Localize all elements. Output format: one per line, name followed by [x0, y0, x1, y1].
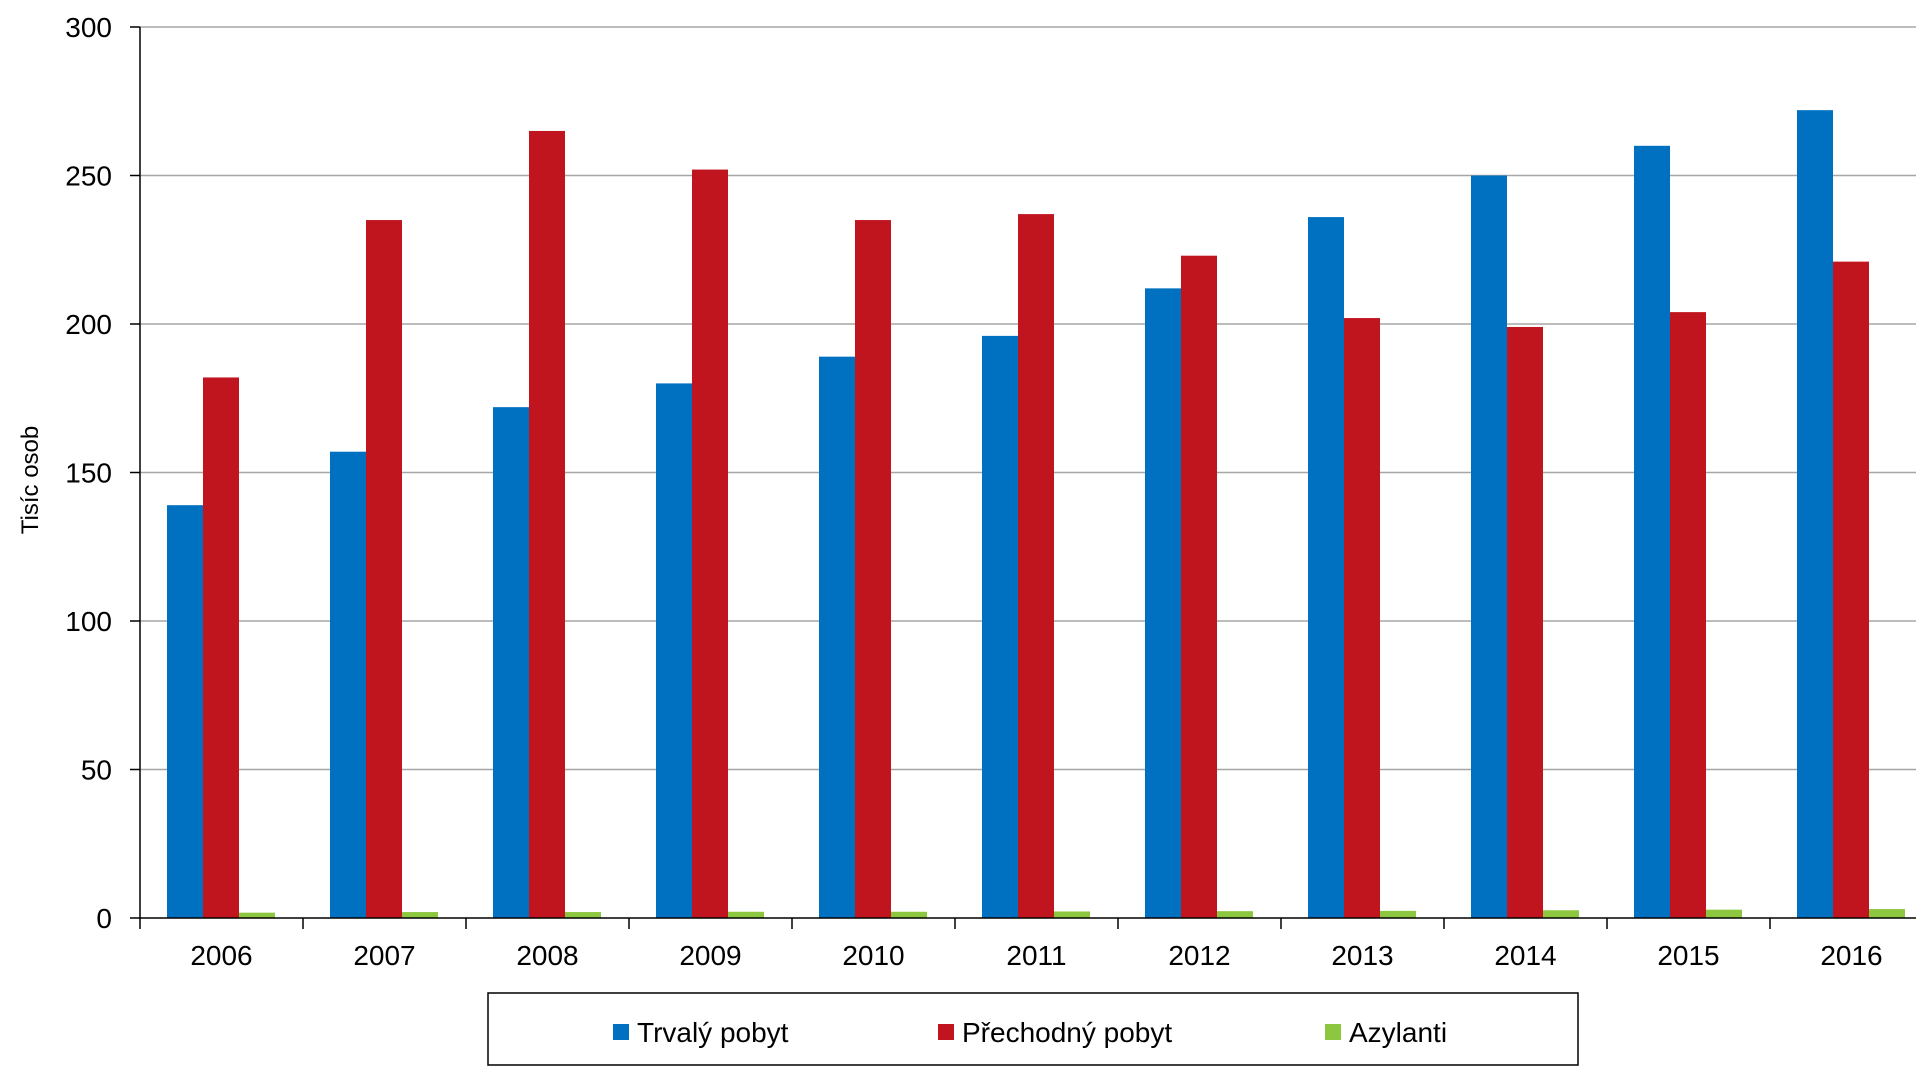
x-tick-labels: 2006 2007 2008 2009 2010 2011 2012 2013 2014 2015… [190, 940, 1882, 971]
bar-2016-2 [1869, 909, 1905, 918]
x-tick-label: 2011 [1006, 940, 1066, 971]
x-tick-label: 2006 [190, 940, 252, 971]
bar-2011-0 [982, 335, 1018, 918]
bar-2008-1 [529, 130, 565, 918]
x-tick-label: 2009 [679, 940, 741, 971]
bar-2014-0 [1471, 175, 1507, 918]
y-tick-label: 200 [65, 309, 112, 340]
bar-2010-1 [855, 220, 891, 919]
x-tick-label: 2007 [353, 940, 415, 971]
bar-2013-0 [1308, 217, 1344, 918]
x-tick-label: 2013 [1331, 940, 1393, 971]
bar-2009-1 [692, 169, 728, 918]
bars [167, 110, 1905, 919]
bar-2014-2 [1543, 910, 1579, 918]
bar-2006-1 [203, 377, 239, 919]
bar-2016-0 [1797, 110, 1833, 918]
y-tick-label: 50 [81, 755, 112, 786]
bar-2007-2 [402, 912, 438, 918]
x-tick-label: 2010 [842, 940, 904, 971]
bar-2013-2 [1380, 910, 1416, 918]
x-tick-label: 2014 [1494, 940, 1556, 971]
bar-2010-0 [819, 356, 855, 918]
legend-swatch-2 [1325, 1024, 1341, 1040]
bar-2006-2 [239, 912, 275, 918]
bar-2008-2 [565, 912, 601, 918]
bar-2008-0 [493, 407, 529, 918]
bar-2007-0 [330, 451, 366, 918]
legend-box [487, 992, 1579, 1066]
x-tick-label: 2008 [516, 940, 578, 971]
bar-2010-2 [891, 911, 927, 918]
legend-label-1: Přechodný pobyt [962, 1017, 1172, 1048]
bar-2006-0 [167, 505, 203, 918]
bar-2014-1 [1507, 326, 1543, 919]
bar-2012-0 [1145, 288, 1181, 918]
bar-2015-0 [1634, 145, 1670, 919]
bar-2009-0 [656, 383, 692, 918]
legend-label-2: Azylanti [1349, 1017, 1447, 1048]
y-tick-label: 0 [96, 903, 112, 934]
y-tick-label: 300 [65, 12, 112, 43]
x-tick-label: 2016 [1820, 940, 1882, 971]
bar-2012-2 [1217, 911, 1253, 918]
bar-2012-1 [1181, 255, 1217, 918]
axes [139, 27, 1916, 929]
bar-2016-1 [1833, 261, 1869, 918]
bar-2007-1 [366, 220, 402, 919]
y-axis-title: Tisíc osob [17, 426, 44, 534]
bar-2011-1 [1018, 214, 1054, 919]
y-tick-label: 150 [65, 458, 112, 489]
legend-swatch-0 [613, 1024, 629, 1040]
y-tick-labels: 0 50 100 150 200 250 300 [65, 12, 112, 934]
legend-label-0: Trvalý pobyt [637, 1017, 789, 1048]
bar-2013-1 [1344, 318, 1380, 918]
legend-swatch-1 [938, 1024, 954, 1040]
x-tick-label: 2012 [1168, 940, 1230, 971]
bar-2015-2 [1706, 909, 1742, 918]
legend: Trvalý pobyt Přechodný pobyt Azylanti [487, 992, 1579, 1066]
bar-2009-2 [728, 911, 764, 918]
y-tick-label: 250 [65, 161, 112, 192]
x-tick-label: 2015 [1657, 940, 1719, 971]
bar-2015-1 [1670, 312, 1706, 918]
bar-2011-2 [1054, 911, 1090, 918]
y-tick-label: 100 [65, 606, 112, 637]
